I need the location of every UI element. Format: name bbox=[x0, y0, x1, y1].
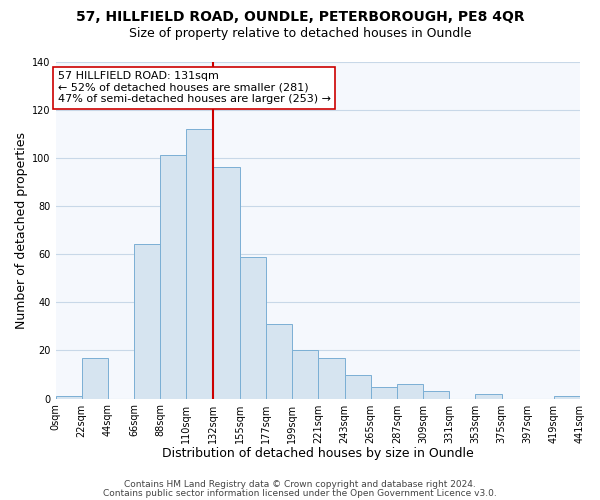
Text: Contains public sector information licensed under the Open Government Licence v3: Contains public sector information licen… bbox=[103, 488, 497, 498]
Bar bbox=[397, 384, 423, 398]
Bar bbox=[423, 392, 449, 398]
Text: Contains HM Land Registry data © Crown copyright and database right 2024.: Contains HM Land Registry data © Crown c… bbox=[124, 480, 476, 489]
Bar bbox=[212, 168, 240, 398]
Bar bbox=[134, 244, 160, 398]
Text: Size of property relative to detached houses in Oundle: Size of property relative to detached ho… bbox=[129, 28, 471, 40]
Bar bbox=[344, 374, 371, 398]
Bar bbox=[475, 394, 502, 398]
Bar bbox=[240, 256, 266, 398]
Bar bbox=[82, 358, 108, 399]
Text: 57 HILLFIELD ROAD: 131sqm
← 52% of detached houses are smaller (281)
47% of semi: 57 HILLFIELD ROAD: 131sqm ← 52% of detac… bbox=[58, 71, 331, 104]
X-axis label: Distribution of detached houses by size in Oundle: Distribution of detached houses by size … bbox=[162, 447, 473, 460]
Bar bbox=[292, 350, 319, 399]
Bar bbox=[160, 156, 187, 398]
Y-axis label: Number of detached properties: Number of detached properties bbox=[15, 132, 28, 328]
Bar bbox=[56, 396, 82, 398]
Text: 57, HILLFIELD ROAD, OUNDLE, PETERBOROUGH, PE8 4QR: 57, HILLFIELD ROAD, OUNDLE, PETERBOROUGH… bbox=[76, 10, 524, 24]
Bar bbox=[319, 358, 344, 399]
Bar bbox=[187, 129, 212, 398]
Bar bbox=[371, 386, 397, 398]
Bar bbox=[266, 324, 292, 398]
Bar bbox=[554, 396, 580, 398]
